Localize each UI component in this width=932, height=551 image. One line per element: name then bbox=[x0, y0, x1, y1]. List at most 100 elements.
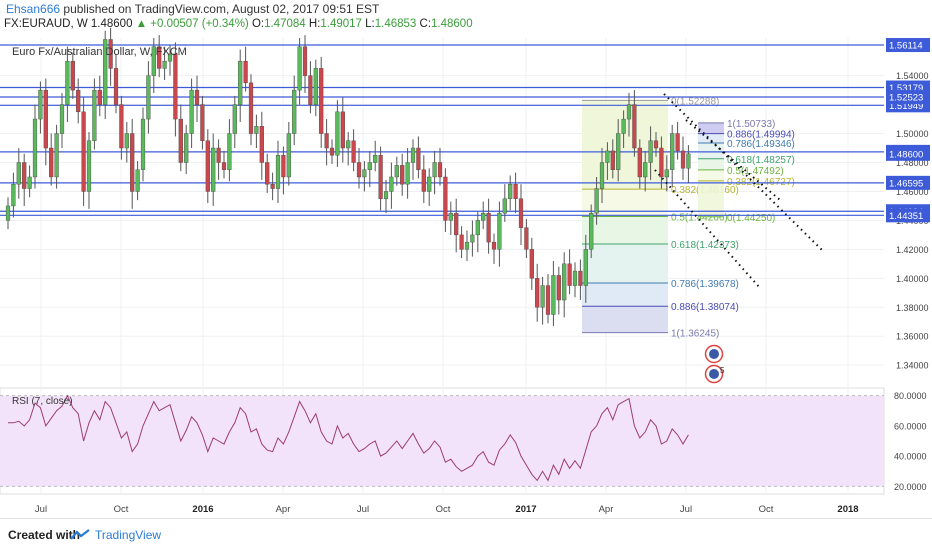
candle-body bbox=[524, 227, 529, 250]
rsi-line bbox=[8, 394, 689, 482]
candle-body bbox=[502, 198, 507, 214]
symbol-label: FX:EURAUD, W bbox=[4, 18, 88, 30]
event-flag-icon bbox=[709, 369, 719, 379]
fib-zone bbox=[582, 282, 668, 307]
fib-level-label: 0.5(1.44266) bbox=[671, 213, 728, 224]
candle-body bbox=[670, 133, 675, 170]
fib-zone-small bbox=[698, 122, 724, 134]
rsi-tick-label: 80.0000 bbox=[894, 391, 927, 401]
candle-body bbox=[297, 46, 302, 91]
rsi-tick-label: 60.0000 bbox=[894, 421, 927, 431]
candle-body bbox=[394, 165, 399, 178]
level-price-box bbox=[886, 90, 930, 105]
open-label: O: bbox=[251, 18, 265, 30]
level-price-label: 1.53179 bbox=[889, 83, 923, 94]
candle-body bbox=[464, 241, 470, 250]
candle-body bbox=[275, 155, 281, 189]
candle-body bbox=[324, 133, 329, 149]
candle-body bbox=[70, 60, 75, 91]
candle-body bbox=[140, 118, 146, 170]
fib-zone bbox=[582, 216, 668, 244]
fib-level-label: 0.786(1.39678) bbox=[671, 279, 739, 290]
candle-body bbox=[232, 104, 237, 134]
candle-body bbox=[227, 133, 232, 170]
candle-body bbox=[675, 133, 680, 152]
candle-body bbox=[211, 147, 216, 192]
candle-body bbox=[378, 155, 383, 199]
candle-body bbox=[475, 220, 480, 236]
price-tick-label: 1.48000 bbox=[896, 158, 929, 168]
candle-body bbox=[5, 205, 11, 221]
level-price-label: 1.44351 bbox=[889, 211, 923, 222]
candle-body bbox=[265, 162, 270, 185]
candle-body bbox=[97, 89, 102, 105]
candle-body bbox=[113, 68, 119, 105]
candle-body bbox=[259, 126, 264, 163]
fib-zone-small bbox=[698, 133, 724, 144]
candle-body bbox=[443, 176, 448, 221]
candle-body bbox=[221, 162, 227, 170]
candle-body bbox=[11, 184, 16, 207]
rsi-tick-label: 20.0000 bbox=[894, 482, 927, 492]
price-tick-label: 1.34000 bbox=[896, 361, 929, 371]
candle-body bbox=[146, 75, 151, 120]
candle-body bbox=[281, 155, 286, 178]
price-tick-label: 1.36000 bbox=[896, 332, 929, 342]
time-tick-label: Oct bbox=[436, 504, 451, 515]
candle-body bbox=[686, 153, 691, 169]
candle-body bbox=[302, 46, 308, 76]
trend-channel-upper bbox=[663, 93, 823, 251]
time-tick-label: Oct bbox=[759, 504, 774, 515]
candle-body bbox=[92, 89, 97, 141]
price-tick-label: 1.40000 bbox=[896, 274, 929, 284]
high-value: 1.49017 bbox=[320, 18, 362, 30]
candle-body bbox=[286, 133, 291, 178]
price-tick-label: 1.50000 bbox=[896, 129, 929, 139]
candle-body bbox=[400, 165, 405, 185]
candle-body bbox=[108, 39, 113, 69]
fib-zone bbox=[582, 100, 668, 190]
candle-body bbox=[437, 162, 443, 178]
candle-body bbox=[49, 147, 54, 178]
candle-body bbox=[454, 212, 459, 236]
candle-body bbox=[589, 212, 594, 250]
candle-body bbox=[65, 60, 70, 105]
candle-body bbox=[32, 118, 38, 178]
fib-level-label: 0(1.52288) bbox=[671, 96, 719, 107]
event-flag-icon bbox=[709, 349, 719, 359]
last-price: 1.48600 bbox=[90, 18, 133, 30]
candle-body bbox=[151, 46, 156, 76]
chart-title: Euro Fx/Australian Dollar, W, FXCM bbox=[12, 46, 187, 58]
candle-body bbox=[346, 140, 351, 149]
candle-body bbox=[540, 285, 545, 308]
fib-zone bbox=[582, 243, 668, 283]
level-price-label: 1.52523 bbox=[889, 93, 923, 104]
published-text: published on TradingView.com, August 02,… bbox=[63, 2, 380, 16]
candle-body bbox=[103, 39, 108, 105]
candle-body bbox=[340, 111, 345, 149]
tradingview-brand-link[interactable]: TradingView bbox=[95, 528, 162, 542]
candle-body bbox=[270, 184, 275, 189]
candle-body bbox=[16, 162, 21, 185]
candle-body bbox=[27, 176, 32, 189]
candle-body bbox=[43, 89, 48, 149]
candle-body bbox=[194, 89, 200, 105]
candle-body bbox=[319, 68, 324, 134]
candle-body bbox=[459, 234, 464, 250]
symbol-info: FX:EURAUD, W 1.48600 ▲ +0.00507 (+0.34%)… bbox=[4, 18, 473, 34]
time-tick-label: Apr bbox=[276, 504, 291, 515]
candle-body bbox=[292, 89, 297, 134]
price-tick-label: 1.46000 bbox=[896, 187, 929, 197]
candle-body bbox=[648, 140, 653, 163]
time-tick-label: 2018 bbox=[837, 504, 858, 515]
candle-body bbox=[86, 140, 92, 192]
candle-body bbox=[545, 285, 551, 315]
candle-body bbox=[513, 184, 518, 199]
tradingview-logo-icon[interactable] bbox=[70, 529, 90, 541]
level-price-label: 1.51949 bbox=[889, 101, 923, 112]
rsi-band bbox=[0, 395, 884, 487]
rsi-title: RSI (7, close) bbox=[12, 396, 73, 407]
candle-body bbox=[599, 162, 605, 189]
author-link[interactable]: Ehsan666 bbox=[6, 2, 61, 16]
